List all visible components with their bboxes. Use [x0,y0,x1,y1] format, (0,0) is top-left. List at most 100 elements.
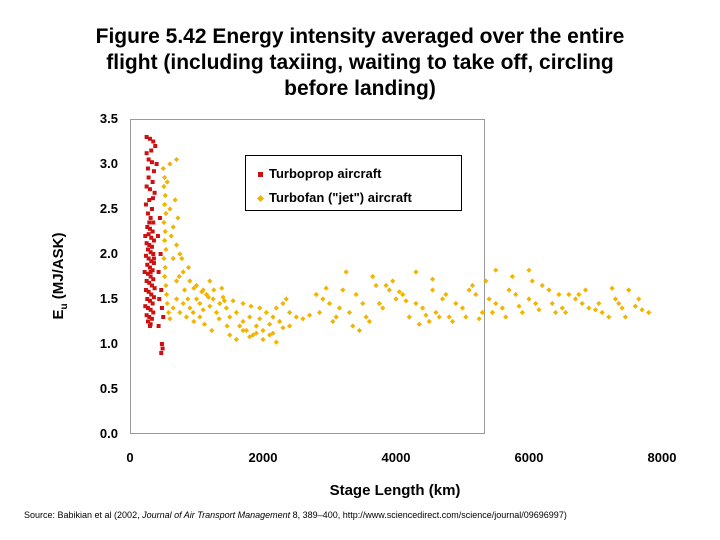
data-point [158,252,163,256]
data-point [163,282,169,289]
data-point [150,180,155,184]
data-point [539,282,545,289]
data-point [233,336,239,343]
data-point [193,296,200,302]
data-point [247,334,253,340]
data-point [150,301,155,306]
data-point [609,285,615,291]
data-point [526,296,532,302]
y-tick-label: 1.5 [99,291,118,306]
data-point [144,184,149,189]
y-tick-label: 0.5 [99,381,118,396]
data-point [546,287,552,293]
data-point [151,261,156,265]
data-point [248,303,254,309]
series-turboprop [142,135,166,355]
data-point [476,316,482,322]
data-point [287,323,293,329]
data-point [273,305,279,311]
data-point [257,316,263,322]
data-point [143,253,148,258]
y-tick-label: 0.0 [99,426,118,441]
data-point [162,192,168,199]
data-point [151,238,156,243]
data-point [403,298,409,304]
data-point [586,305,592,311]
data-point [267,321,273,327]
data-point [164,300,170,307]
legend-label-turboprop: Turboprop aircraft [269,166,382,181]
data-point [154,162,159,166]
data-point [170,255,176,262]
data-point [145,262,150,267]
data-point [416,321,422,327]
legend-label-turbofan: Turbofan ("jet") aircraft [269,190,412,205]
data-point [513,291,519,298]
data-point [436,314,442,320]
data-point [143,234,148,238]
data-point [582,287,589,293]
data-point [559,305,565,311]
data-point [227,314,233,320]
data-point [173,296,180,302]
data-point [253,330,259,336]
data-point [576,291,582,298]
data-point [149,207,154,211]
data-point [173,156,180,163]
data-point [185,296,191,302]
data-point [183,314,190,320]
title-line-1: Figure 5.42 Energy intensity averaged ov… [95,25,625,48]
data-point [150,229,155,234]
data-point [499,305,505,311]
data-point [283,296,289,302]
data-point [240,318,246,325]
data-point [149,235,154,240]
data-point [287,309,293,316]
data-point [197,314,203,320]
data-point [612,296,619,302]
y-tick-label: 3.0 [99,156,118,171]
y-tick-label: 2.5 [99,201,118,216]
data-point [566,291,572,298]
data-point [145,166,150,171]
data-point [533,300,539,307]
data-point [346,309,353,316]
data-point [153,144,158,148]
data-point [163,210,169,217]
data-point [393,296,399,302]
data-point [167,316,173,322]
data-point [253,323,259,329]
data-point [556,291,562,298]
data-point [280,325,286,331]
data-point [293,314,299,320]
data-point [420,305,426,311]
data-point [155,234,160,238]
x-axis-label: Stage Length (km) [329,482,461,499]
data-point [143,304,148,309]
data-point [210,296,216,302]
data-point [172,197,178,203]
series-turbofan [160,156,652,345]
data-point [148,270,153,274]
data-point [263,309,269,316]
data-point [142,270,147,274]
data-point [549,300,555,307]
data-point [646,309,652,316]
data-point [165,309,172,316]
data-point [163,291,170,298]
data-point [406,314,412,320]
data-point [147,220,152,225]
data-point [148,216,153,220]
data-point [270,314,276,320]
data-point [353,291,359,298]
data-point [149,259,154,264]
data-point [300,316,306,322]
data-point [191,318,197,325]
data-point [489,309,496,316]
data-point [596,300,602,307]
data-point [260,336,266,343]
data-point [156,324,161,328]
data-point [149,244,154,249]
legend-marker-turboprop [258,172,263,178]
data-point [257,305,263,311]
